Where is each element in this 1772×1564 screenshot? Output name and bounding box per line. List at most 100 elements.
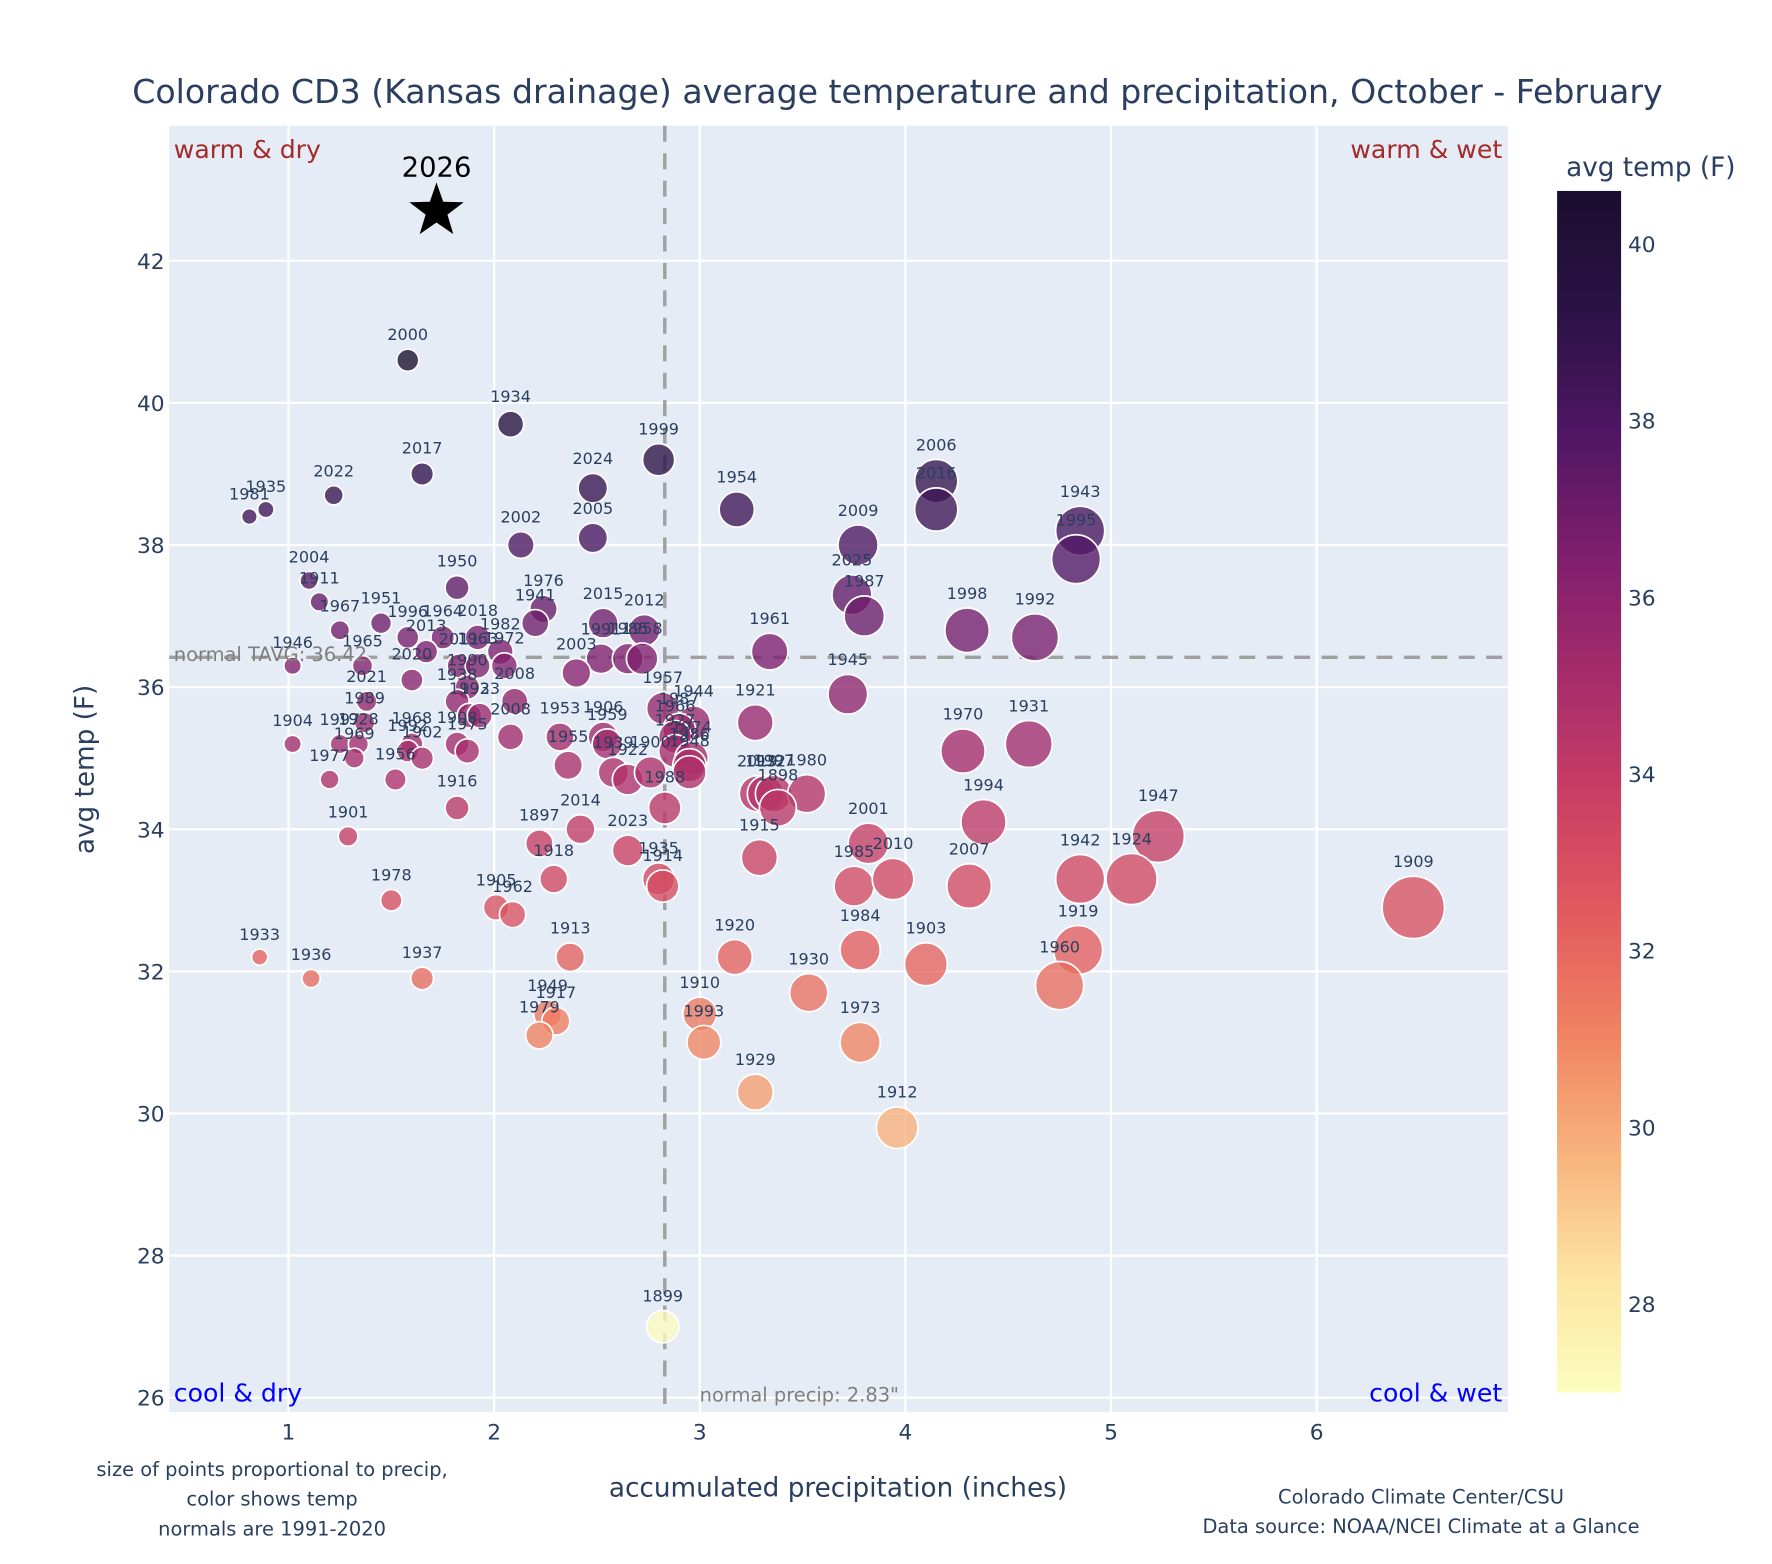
data-point [871, 857, 915, 901]
point-label: 1972 [484, 629, 525, 648]
point-label: 1955 [548, 727, 589, 746]
point-label: 2002 [500, 508, 541, 527]
footnote-right-line-2: Data source: NOAA/NCEI Climate at a Glan… [1202, 1515, 1639, 1538]
point-label: 1933 [239, 925, 280, 944]
point-label: 1964 [422, 601, 463, 620]
point-label: 1985 [834, 842, 875, 861]
star-marker-icon [409, 182, 464, 235]
data-point [647, 790, 682, 826]
data-point [788, 972, 829, 1013]
x-tick-label: 4 [898, 1420, 912, 1445]
data-point [939, 728, 987, 775]
point-label: 1961 [749, 609, 790, 628]
y-tick-label: 32 [137, 960, 165, 985]
point-label: 1967 [320, 596, 361, 615]
point-label: 2005 [572, 499, 613, 518]
point-label: 1928 [338, 710, 379, 729]
point-label: 1987 [659, 689, 700, 708]
colorbar-tick-label: 36 [1628, 586, 1656, 611]
data-point [329, 619, 351, 641]
colorbar-title: avg temp (F) [1566, 153, 1735, 183]
data-point [399, 668, 424, 693]
point-label: 1923 [459, 679, 500, 698]
point-label: 1908 [437, 708, 478, 727]
point-label: 1950 [437, 551, 478, 570]
x-tick-label: 3 [693, 1420, 707, 1445]
point-label: 1898 [758, 765, 799, 784]
data-point [464, 652, 491, 680]
normal-tavg-label: normal TAVG: 36.42 [174, 643, 367, 666]
point-label: 2008 [490, 700, 531, 719]
point-label: 1918 [533, 841, 574, 860]
data-point [409, 461, 435, 487]
point-label: 1919 [1058, 901, 1099, 920]
data-point [943, 607, 991, 654]
data-point [750, 632, 789, 671]
colorbar-tick-label: 34 [1628, 763, 1656, 788]
x-tick-label: 5 [1104, 1420, 1118, 1445]
highlight-2026: 2026 [402, 153, 472, 235]
data-point [282, 734, 303, 754]
data-point [544, 721, 575, 752]
data-point [430, 624, 456, 651]
point-label: 2015 [583, 584, 624, 603]
data-point [444, 574, 471, 601]
point-label: 2022 [313, 462, 354, 481]
point-label: 1978 [371, 865, 412, 884]
data-point [625, 642, 659, 676]
point-label: 1956 [375, 745, 416, 764]
y-tick-label: 42 [137, 250, 165, 275]
footnote-left-line-3: normals are 1991-2020 [158, 1517, 386, 1540]
data-point [454, 737, 481, 765]
data-point [843, 595, 886, 638]
point-label: 1906 [583, 698, 624, 717]
point-label: 2012 [624, 590, 665, 609]
data-point [1054, 853, 1106, 905]
point-label: 1962 [492, 877, 533, 896]
point-label: 2008 [494, 664, 535, 683]
data-point [736, 703, 775, 742]
x-axis-ticks: 1 2 3 4 5 6 [282, 1420, 1324, 1445]
footnote-left: size of points proportional to precip, c… [96, 1458, 447, 1540]
y-tick-label: 26 [137, 1387, 165, 1412]
data-point [466, 702, 494, 729]
data-point [319, 769, 340, 790]
point-label: 1992 [1015, 590, 1056, 609]
point-label: 1899 [642, 1286, 683, 1305]
point-label: 2017 [402, 438, 443, 457]
point-label: 1996 [387, 602, 428, 621]
point-label: 1999 [638, 419, 679, 438]
point-label: 1910 [679, 973, 720, 992]
point-label: 1986 [669, 724, 710, 743]
point-label: 1936 [291, 945, 332, 964]
point-label: 1922 [607, 740, 648, 759]
data-point [633, 755, 668, 790]
data-point [847, 822, 890, 865]
point-label: 1989 [344, 688, 385, 707]
y-tick-label: 30 [137, 1102, 165, 1127]
point-label: 2003 [556, 634, 597, 653]
point-label: 2024 [572, 449, 613, 468]
y-tick-label: 36 [137, 676, 165, 701]
highlight-label: 2026 [402, 153, 472, 184]
data-point [240, 507, 259, 526]
point-label: 1991 [581, 620, 622, 639]
colorbar-ticks: 28 30 32 34 36 38 40 [1628, 233, 1656, 1318]
point-label: 1932 [745, 751, 786, 770]
data-point [520, 608, 550, 638]
point-label: 1963 [457, 629, 498, 648]
point-label: 1931 [1008, 696, 1049, 715]
data-point [945, 862, 993, 910]
point-label: 1985 [607, 619, 648, 638]
point-label: 1960 [1039, 937, 1080, 956]
data-point [587, 607, 619, 640]
point-label: 1981 [229, 485, 270, 504]
data-point [833, 865, 875, 907]
data-point [256, 500, 275, 519]
data-point [506, 530, 536, 560]
data-point [1010, 612, 1060, 662]
point-label: 1944 [673, 682, 714, 701]
quadrant-label-cool-dry: cool & dry [174, 1379, 302, 1408]
point-label: 2011 [439, 630, 480, 649]
